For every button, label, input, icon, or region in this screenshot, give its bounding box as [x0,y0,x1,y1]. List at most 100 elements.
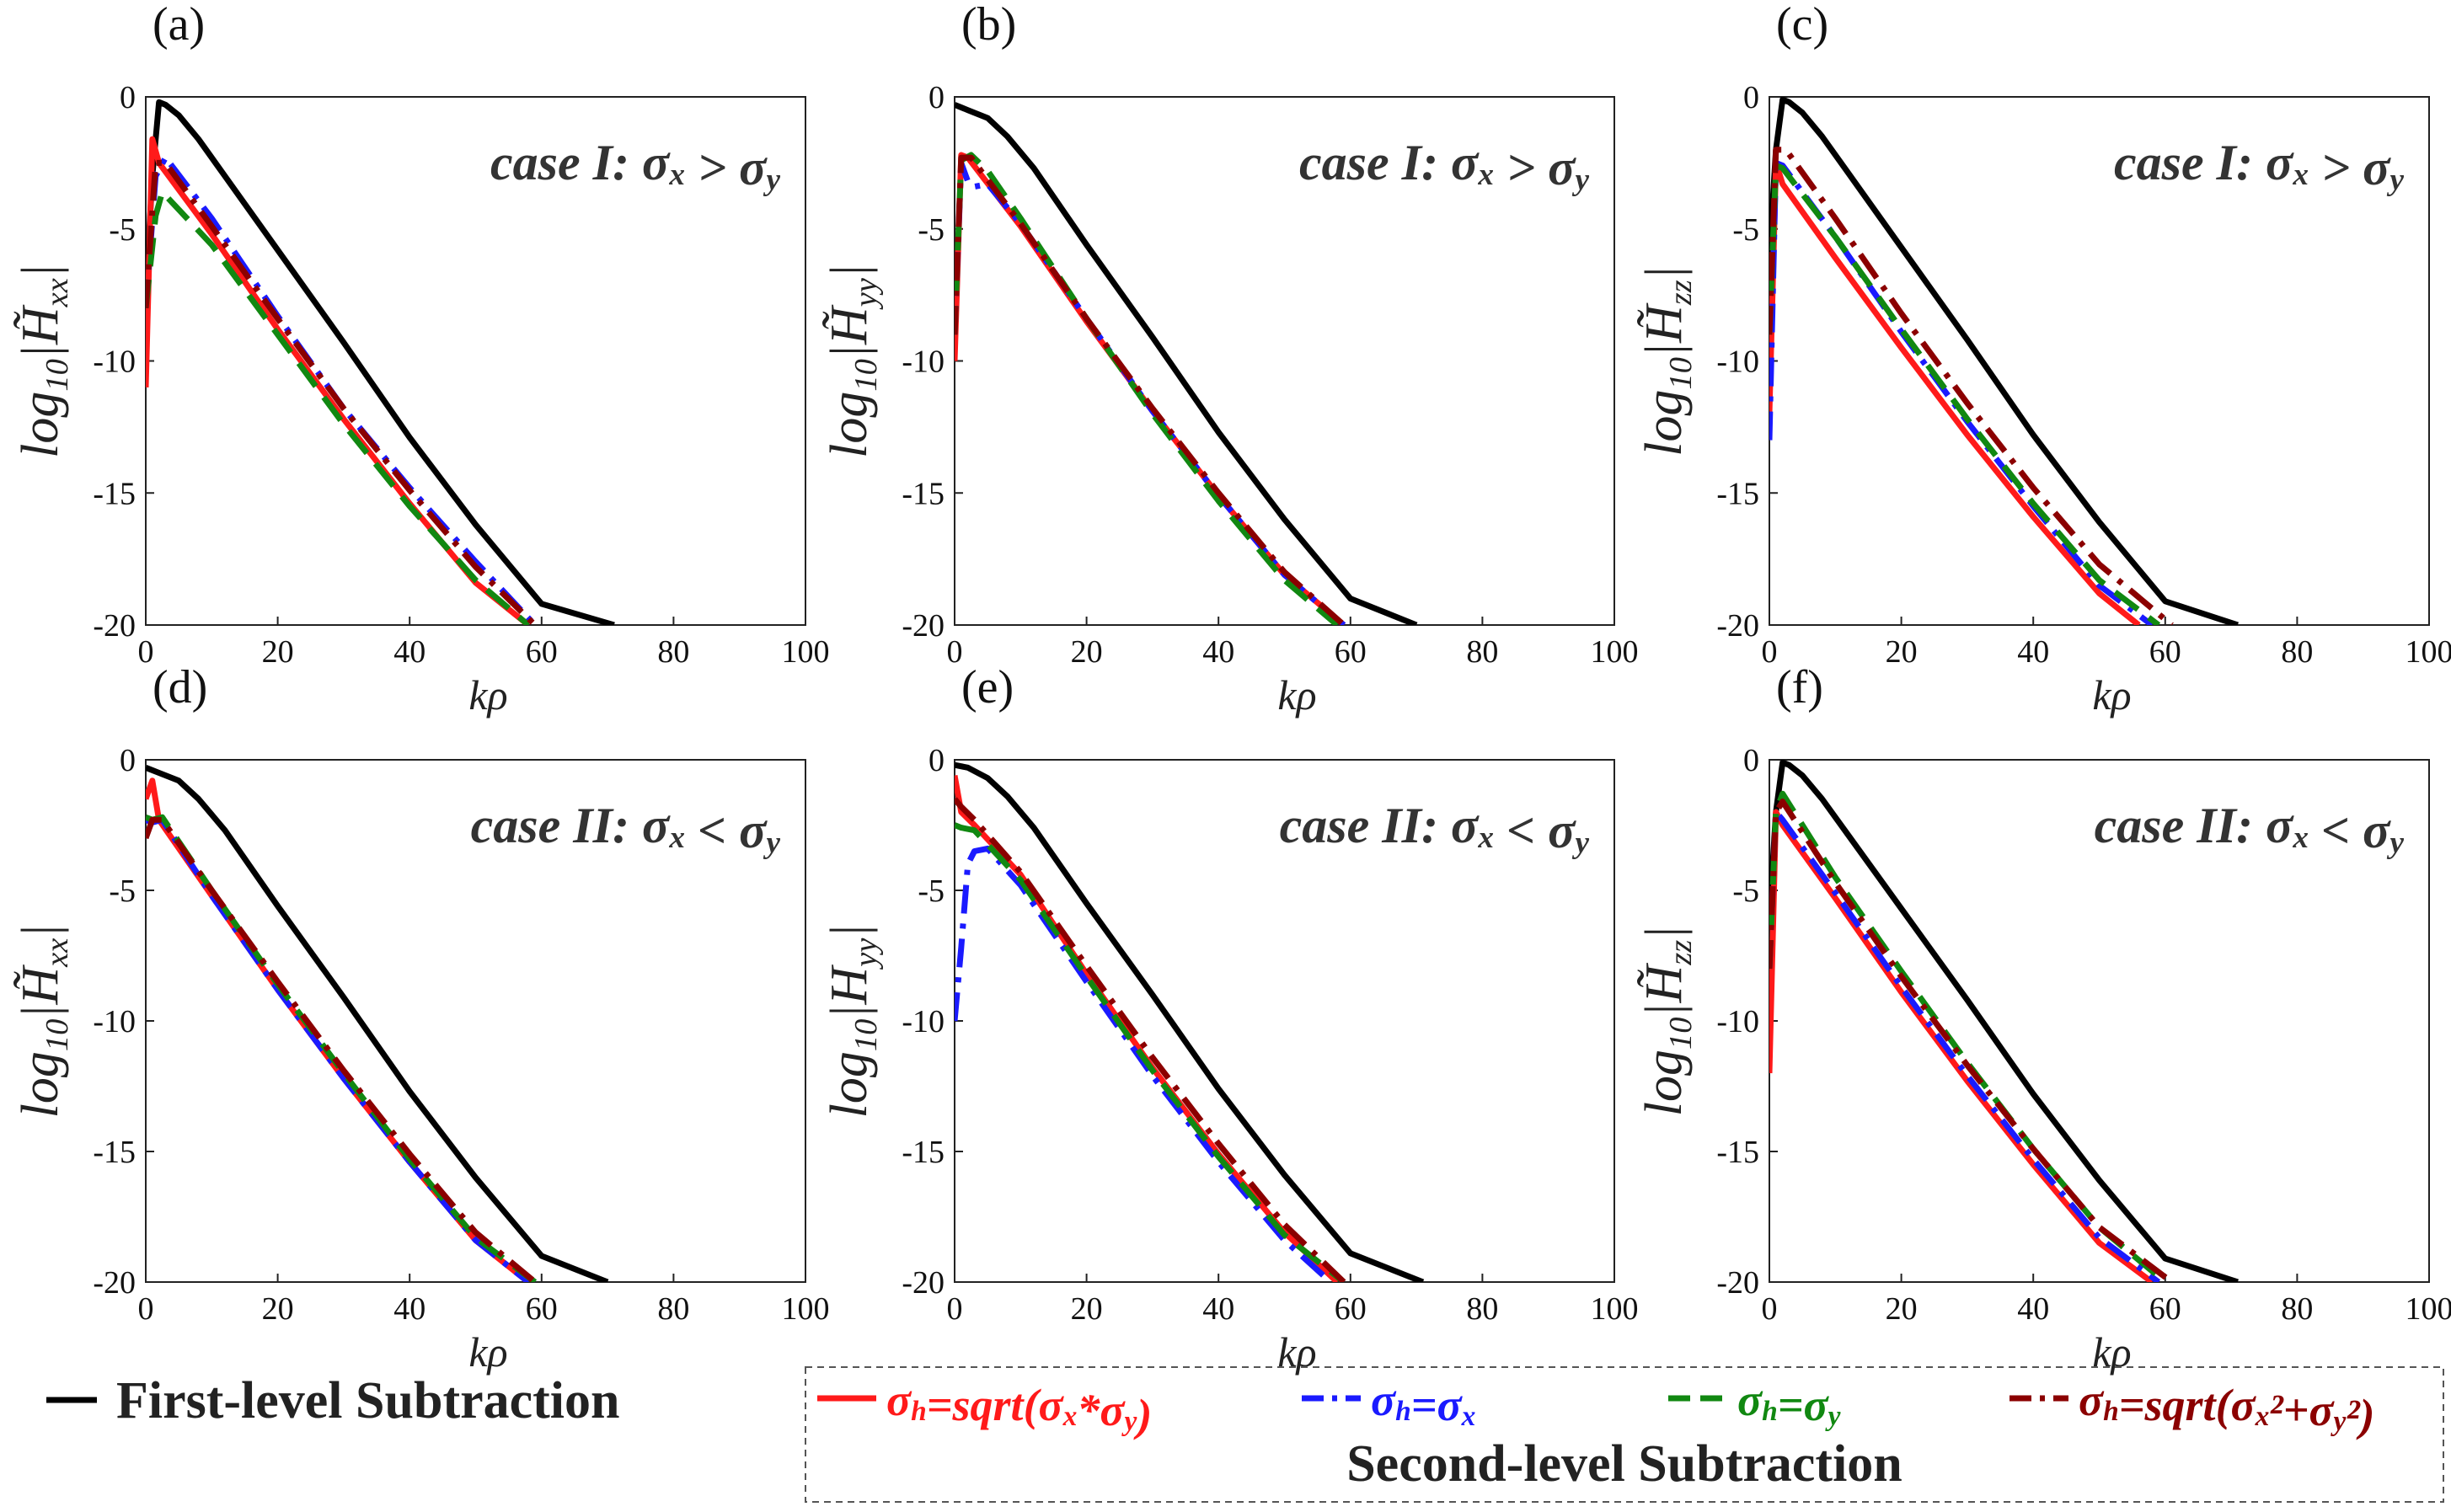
x-tick-label: 100 [782,1291,830,1327]
x-tick-label: 20 [1071,634,1103,670]
x-axis-label: kρ [468,1328,507,1376]
x-tick-label: 100 [782,634,830,670]
series-line-sqrt_sum [1769,150,2172,625]
x-tick-label: 20 [262,634,294,670]
x-tick-label: 100 [2406,634,2451,670]
y-tick-label: -5 [1732,874,1759,909]
x-tick-label: 20 [1886,634,1918,670]
y-tick-label: -15 [93,476,136,511]
x-tick-label: 0 [138,1291,154,1327]
x-tick-label: 0 [947,1291,963,1327]
x-tick-label: 100 [2406,1291,2451,1327]
x-tick-label: 100 [1591,1291,1639,1327]
series-line-sig_x [146,820,528,1282]
case-label: case II: σx < σy [1280,798,1590,860]
legend-item-label: σh=sqrt(σx²+σy²) [2079,1375,2375,1440]
x-tick-label: 80 [2281,1291,2313,1327]
legend-second-level-label: Second-level Subtraction [1346,1435,1902,1493]
x-tick-label: 40 [2017,634,2049,670]
series-line-sig_y [955,155,1337,625]
y-axis-label: log10|H̃zz| [1635,265,1699,456]
panel-letter: (f) [1776,661,1823,713]
x-axis-label: kρ [2092,1328,2131,1376]
panel-letter: (a) [153,0,205,51]
x-axis-label: kρ [2092,671,2131,719]
x-tick-label: 60 [526,1291,558,1327]
x-tick-label: 0 [1762,1291,1778,1327]
y-tick-label: -10 [902,345,945,380]
x-axis-label: kρ [468,671,507,719]
series-line-sqrt_prod [146,781,528,1282]
series-line-sig_y [1769,793,2165,1282]
series-line-sig_x [955,163,1344,625]
x-tick-label: 0 [138,634,154,670]
y-axis-label: log10|H̃yy| [821,264,884,458]
legend-item-label: σh=σx [1371,1375,1475,1432]
x-tick-label: 40 [2017,1291,2049,1327]
y-tick-label: -15 [902,476,945,511]
x-tick-label: 60 [526,634,558,670]
series-line-sqrt_sum [1769,802,2172,1282]
y-axis-label: log10|Hyy| [821,924,884,1119]
y-tick-label: -5 [109,212,136,248]
x-tick-label: 20 [1886,1291,1918,1327]
y-tick-label: 0 [1743,80,1759,115]
y-tick-label: 0 [1743,743,1759,778]
x-tick-label: 40 [393,634,425,670]
y-tick-label: -5 [1732,212,1759,248]
y-tick-label: -20 [1716,608,1759,644]
panel-letter: (e) [961,661,1014,713]
series-line-sqrt_prod [955,155,1344,625]
series-line-sqrt_sum [955,158,1344,625]
x-tick-label: 80 [1466,634,1498,670]
x-axis-label: kρ [1277,1328,1316,1376]
panel-letter: (d) [153,661,207,713]
series-line-sqrt_sum [955,799,1344,1283]
y-tick-label: -5 [918,212,945,248]
series-line-sig_y [955,825,1344,1283]
case-label: case II: σx < σy [2095,798,2405,860]
x-tick-label: 40 [1202,634,1234,670]
y-axis-label: log10|H̃xx| [12,264,75,458]
legend-item-label: σh=sqrt(σx*σy) [886,1375,1152,1440]
y-tick-label: 0 [928,743,945,778]
series-line-sqrt_prod [1769,163,2139,625]
x-tick-label: 100 [1591,634,1639,670]
y-tick-label: -20 [93,608,136,644]
x-tick-label: 80 [1466,1291,1498,1327]
legend-item-label: σh=σy [1737,1375,1841,1432]
case-label: case II: σx < σy [471,798,781,860]
y-tick-label: -10 [93,1004,136,1039]
y-tick-label: -15 [1716,1135,1759,1170]
y-tick-label: -10 [902,1004,945,1039]
x-tick-label: 80 [657,634,689,670]
y-tick-label: -15 [93,1135,136,1170]
case-label: case I: σx > σy [2114,135,2404,197]
panel-letter: (b) [961,0,1016,51]
y-tick-label: -20 [902,608,945,644]
x-tick-label: 0 [947,634,963,670]
x-axis-label: kρ [1277,671,1316,719]
x-tick-label: 60 [1335,1291,1367,1327]
series-line-sqrt_sum [146,163,535,625]
panel-letter: (c) [1776,0,1828,51]
y-tick-label: 0 [120,80,136,115]
x-tick-label: 60 [2149,634,2181,670]
y-axis-label: log10|H̃xx| [12,924,75,1119]
y-tick-label: -15 [1716,476,1759,511]
case-label: case I: σx > σy [490,135,780,197]
x-tick-label: 80 [2281,634,2313,670]
legend-first-level-label: First-level Subtraction [116,1372,620,1429]
y-tick-label: -15 [902,1135,945,1170]
x-tick-label: 80 [657,1291,689,1327]
y-tick-label: -5 [109,874,136,909]
y-tick-label: -20 [1716,1265,1759,1301]
y-tick-label: -5 [918,874,945,909]
series-line-sig_x [1769,812,2159,1282]
